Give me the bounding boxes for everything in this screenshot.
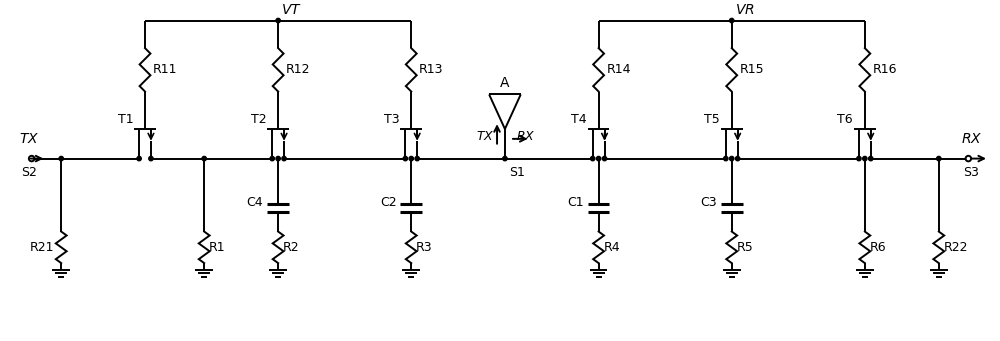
Text: $TX$: $TX$ — [19, 132, 39, 146]
Text: C4: C4 — [247, 196, 263, 209]
Text: R21: R21 — [30, 241, 54, 254]
Text: T4: T4 — [571, 113, 587, 126]
Text: R6: R6 — [870, 241, 886, 254]
Circle shape — [59, 157, 63, 161]
Text: R11: R11 — [153, 63, 177, 76]
Text: R13: R13 — [419, 63, 444, 76]
Circle shape — [730, 157, 734, 161]
Text: R15: R15 — [740, 63, 764, 76]
Circle shape — [149, 157, 153, 161]
Text: R14: R14 — [606, 63, 631, 76]
Circle shape — [202, 157, 206, 161]
Text: $VT$: $VT$ — [281, 3, 302, 17]
Text: S2: S2 — [21, 166, 37, 179]
Text: T2: T2 — [251, 113, 266, 126]
Text: T5: T5 — [704, 113, 720, 126]
Circle shape — [937, 157, 941, 161]
Text: $RX$: $RX$ — [961, 132, 982, 146]
Text: T3: T3 — [384, 113, 399, 126]
Circle shape — [602, 157, 607, 161]
Text: R22: R22 — [944, 241, 968, 254]
Text: R16: R16 — [873, 63, 897, 76]
Circle shape — [276, 18, 280, 23]
Text: R1: R1 — [209, 241, 226, 254]
Circle shape — [730, 18, 734, 23]
Text: R12: R12 — [286, 63, 311, 76]
Circle shape — [596, 157, 601, 161]
Circle shape — [403, 157, 408, 161]
Circle shape — [415, 157, 419, 161]
Text: T6: T6 — [837, 113, 853, 126]
Circle shape — [409, 157, 413, 161]
Text: R4: R4 — [604, 241, 620, 254]
Text: C3: C3 — [700, 196, 717, 209]
Circle shape — [863, 157, 867, 161]
Circle shape — [276, 157, 280, 161]
Circle shape — [503, 157, 507, 161]
Text: R5: R5 — [737, 241, 753, 254]
Circle shape — [869, 157, 873, 161]
Text: T1: T1 — [118, 113, 133, 126]
Text: R2: R2 — [283, 241, 300, 254]
Text: A: A — [500, 76, 510, 90]
Text: C2: C2 — [380, 196, 396, 209]
Circle shape — [270, 157, 274, 161]
Text: R3: R3 — [416, 241, 433, 254]
Circle shape — [282, 157, 286, 161]
Circle shape — [857, 157, 861, 161]
Text: $VR$: $VR$ — [735, 3, 754, 17]
Text: $TX$: $TX$ — [476, 130, 494, 143]
Text: $RX$: $RX$ — [516, 130, 535, 143]
Circle shape — [735, 157, 740, 161]
Circle shape — [591, 157, 595, 161]
Circle shape — [724, 157, 728, 161]
Text: C1: C1 — [567, 196, 584, 209]
Circle shape — [137, 157, 141, 161]
Text: S3: S3 — [963, 166, 979, 179]
Text: S1: S1 — [509, 166, 525, 179]
